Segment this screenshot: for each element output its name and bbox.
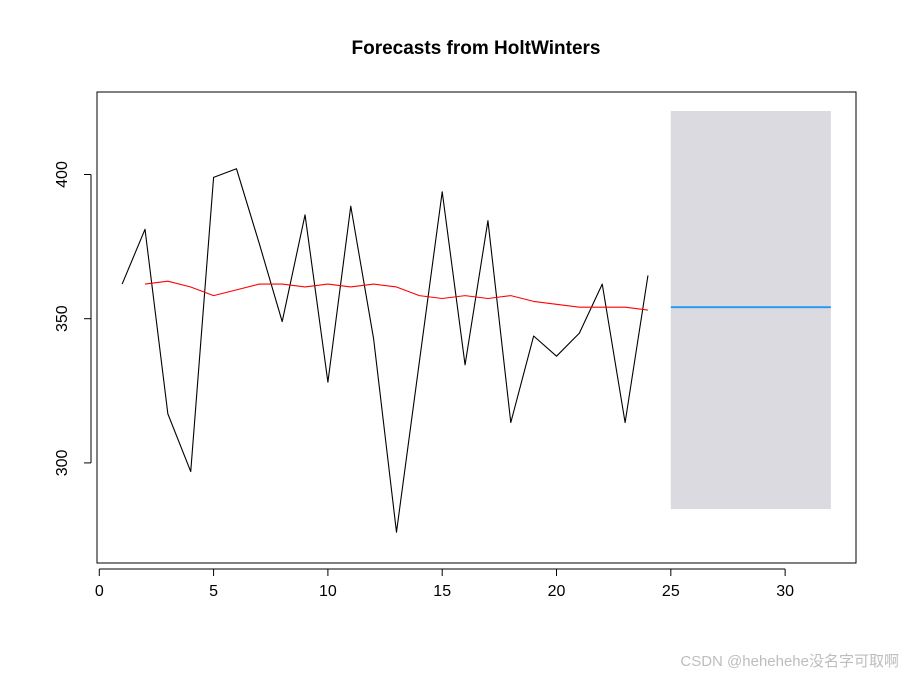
observed-series-line <box>121 168 649 533</box>
watermark: CSDN @hehehehe没名字可取啊 <box>680 653 899 670</box>
y-tick-label: 400 <box>54 161 71 188</box>
x-tick-label: 15 <box>433 583 451 600</box>
y-axis: 300 350 400 <box>54 161 92 476</box>
forecast-interval-band <box>670 111 831 510</box>
x-axis: 0 5 10 15 20 25 30 <box>95 568 794 600</box>
chart-title: Forecasts from HoltWinters <box>352 38 601 59</box>
series-layer <box>121 168 831 533</box>
x-tick-label: 10 <box>319 583 337 600</box>
x-tick-label: 30 <box>776 583 794 600</box>
fitted-series-line <box>144 280 649 311</box>
y-tick-label: 300 <box>54 449 71 476</box>
x-tick-label: 25 <box>662 583 680 600</box>
x-tick-label: 20 <box>548 583 566 600</box>
y-tick-label: 350 <box>54 305 71 332</box>
forecast-interval-layer <box>670 111 831 510</box>
x-tick-label: 5 <box>209 583 218 600</box>
plot-frame <box>96 91 857 564</box>
x-tick-label: 0 <box>95 583 104 600</box>
